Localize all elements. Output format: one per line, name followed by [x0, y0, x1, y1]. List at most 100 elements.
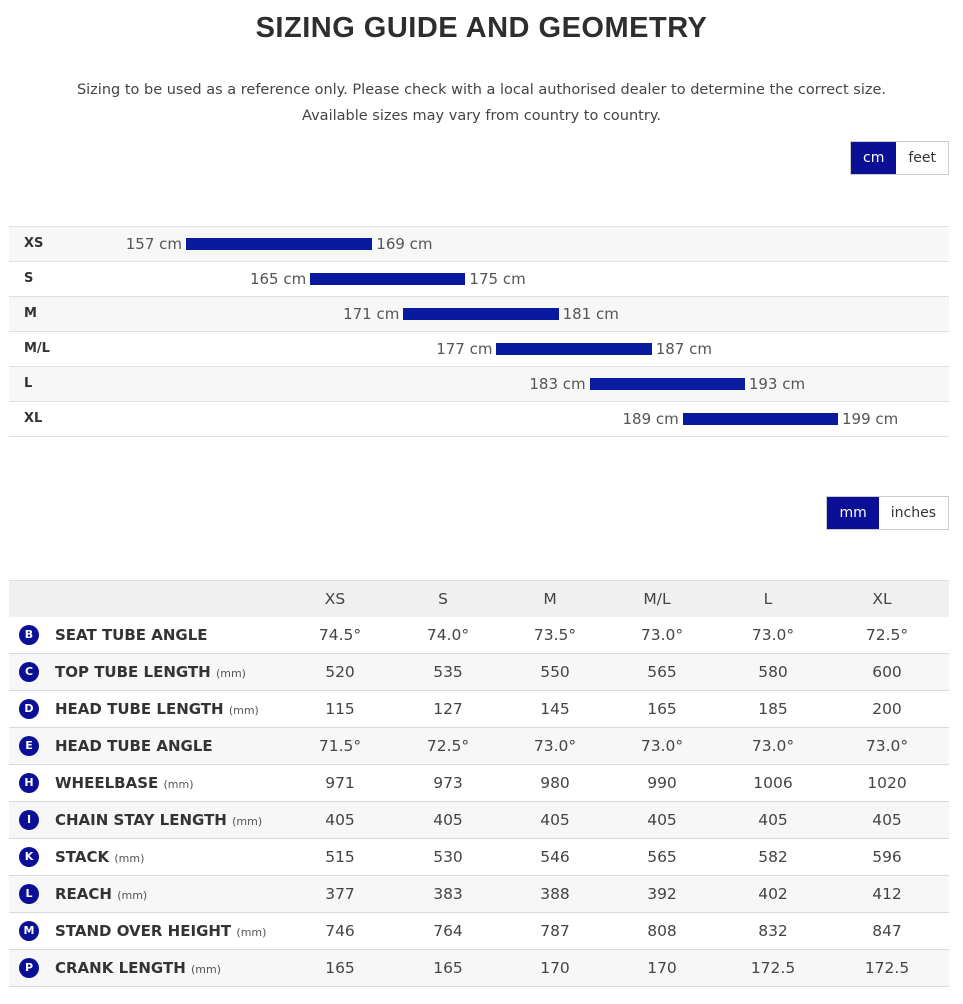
- cell-value: 847: [872, 922, 902, 940]
- size-row: L 183 cm 193 cm: [9, 366, 949, 401]
- cell-value: 73.5°: [533, 626, 577, 644]
- row-title: TOP TUBE LENGTH: [55, 663, 211, 681]
- cell-value: 582: [758, 848, 788, 866]
- table-row: K STACK (mm) 515 530 546 565 582 596: [9, 839, 949, 876]
- cell-value: 764: [433, 922, 463, 940]
- cell-value: 565: [647, 848, 677, 866]
- cell-value: 200: [872, 700, 902, 718]
- cell-value: 405: [758, 811, 788, 829]
- cell-value: 145: [540, 700, 570, 718]
- column-header: L: [763, 590, 773, 608]
- cell-value: 72.5°: [865, 626, 909, 644]
- cell-value: 71.5°: [318, 737, 362, 755]
- row-letter: H: [19, 773, 39, 793]
- row-unit: (mm): [114, 852, 145, 865]
- max-label: 193 cm: [748, 375, 806, 393]
- unit-option[interactable]: feet: [896, 142, 948, 174]
- cell-value: 535: [433, 663, 463, 681]
- cell-value: 73.0°: [751, 737, 795, 755]
- size-label: L: [24, 376, 33, 391]
- row-name: SEAT TUBE ANGLE: [55, 617, 208, 653]
- cell-value: 170: [647, 959, 677, 977]
- cell-value: 172.5: [864, 959, 910, 977]
- cell-value: 980: [540, 774, 570, 792]
- height-range-bar: [403, 308, 559, 320]
- height-range-bar: [589, 378, 745, 390]
- cell-value: 787: [540, 922, 570, 940]
- size-label: S: [24, 271, 34, 286]
- cell-value: 1006: [753, 774, 793, 792]
- cell-value: 73.0°: [533, 737, 577, 755]
- row-letter: P: [19, 958, 39, 978]
- row-letter: C: [19, 662, 39, 682]
- row-letter: L: [19, 884, 39, 904]
- cell-value: 185: [758, 700, 788, 718]
- unit-option[interactable]: cm: [851, 142, 897, 174]
- min-label: 183 cm: [529, 375, 586, 393]
- cell-value: 832: [758, 922, 788, 940]
- min-label: 171 cm: [343, 305, 400, 323]
- cell-value: 383: [433, 885, 463, 903]
- row-letter: D: [19, 699, 39, 719]
- note: Sizing to be used as a reference only. P…: [76, 82, 887, 98]
- unit-option[interactable]: inches: [878, 497, 948, 529]
- min-label: 177 cm: [436, 340, 493, 358]
- row-name: CRANK LENGTH (mm): [55, 950, 221, 988]
- cell-value: 515: [325, 848, 355, 866]
- cell-value: 127: [433, 700, 463, 718]
- row-letter: B: [19, 625, 39, 645]
- table-row: C TOP TUBE LENGTH (mm) 520 535 550 565 580 600: [9, 654, 949, 691]
- size-label: XL: [24, 411, 43, 426]
- table-row: M STAND OVER HEIGHT (mm) 746 764 787 808 832 84…: [9, 913, 949, 950]
- cell-value: 388: [540, 885, 570, 903]
- table-row: H WHEELBASE (mm) 971 973 980 990 1006 1020: [9, 765, 949, 802]
- row-name: TOP TUBE LENGTH (mm): [55, 654, 246, 692]
- row-unit: (mm): [163, 778, 194, 791]
- column-header: XS: [324, 590, 346, 608]
- row-title: STACK: [55, 848, 110, 866]
- cell-value: 115: [325, 700, 355, 718]
- height-range-bar: [310, 273, 466, 285]
- cell-value: 377: [325, 885, 355, 903]
- table-row: B SEAT TUBE ANGLE 74.5° 74.0° 73.5° 73.0° 73.0…: [9, 617, 949, 654]
- row-name: HEAD TUBE LENGTH (mm): [55, 691, 259, 729]
- cell-value: 74.0°: [426, 626, 470, 644]
- cell-value: 550: [540, 663, 570, 681]
- table-header: XS S M M/L L XL: [9, 580, 949, 618]
- row-title: SEAT TUBE ANGLE: [55, 626, 208, 644]
- cell-value: 746: [325, 922, 355, 940]
- column-header: XL: [872, 590, 892, 608]
- unit-option[interactable]: mm: [827, 497, 879, 529]
- cell-value: 530: [433, 848, 463, 866]
- cell-value: 402: [758, 885, 788, 903]
- cell-value: 74.5°: [318, 626, 362, 644]
- cell-value: 73.0°: [640, 737, 684, 755]
- size-label: XS: [24, 236, 44, 251]
- max-label: 199 cm: [842, 410, 899, 428]
- min-label: 189 cm: [622, 410, 679, 428]
- row-letter: I: [19, 810, 39, 830]
- cell-value: 405: [647, 811, 677, 829]
- row-title: HEAD TUBE LENGTH: [55, 700, 224, 718]
- row-title: CHAIN STAY LENGTH: [55, 811, 227, 829]
- row-name: WHEELBASE (mm): [55, 765, 194, 803]
- max-label: 187 cm: [655, 340, 712, 358]
- cell-value: 1020: [867, 774, 907, 792]
- cell-value: 165: [647, 700, 677, 718]
- max-label: 175 cm: [469, 270, 526, 288]
- cell-value: 165: [325, 959, 355, 977]
- cell-value: 971: [325, 774, 355, 792]
- column-header: M: [543, 590, 557, 608]
- cell-value: 600: [872, 663, 902, 681]
- max-label: 169 cm: [376, 235, 433, 253]
- row-unit: (mm): [117, 889, 148, 902]
- row-title: WHEELBASE: [55, 774, 159, 792]
- row-name: HEAD TUBE ANGLE: [55, 728, 213, 764]
- height-range-bar: [682, 413, 838, 425]
- size-label: M/L: [24, 341, 50, 356]
- min-label: 165 cm: [249, 270, 307, 288]
- cell-value: 72.5°: [426, 737, 470, 755]
- min-label: 157 cm: [125, 235, 182, 253]
- row-letter: E: [19, 736, 39, 756]
